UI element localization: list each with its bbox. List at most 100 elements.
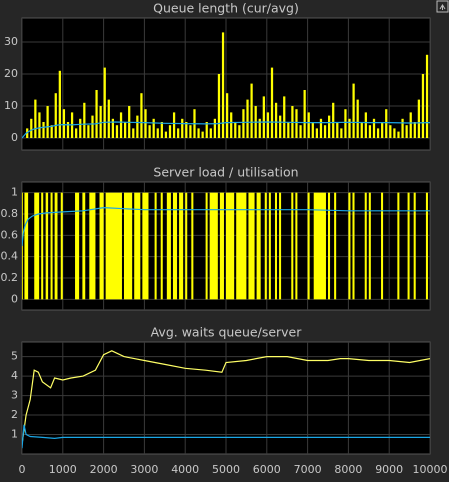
y-tick-label: 1 [11, 428, 18, 441]
load-segment [41, 192, 44, 300]
bar [111, 118, 115, 138]
load-segment [413, 192, 416, 300]
load-segment [45, 192, 49, 300]
load-segment [50, 192, 53, 300]
y-tick-label: 1 [11, 186, 18, 199]
plot-content [22, 342, 430, 454]
bar [381, 122, 384, 138]
load-segment [256, 192, 261, 300]
series-line [22, 424, 430, 449]
load-segment [185, 192, 188, 300]
bar [172, 112, 176, 138]
x-tick-label: 5000 [212, 463, 240, 476]
series-line [22, 206, 430, 247]
undock-arrow [439, 4, 446, 10]
x-tick-label: 4000 [171, 463, 199, 476]
bar [168, 125, 172, 138]
bar [319, 118, 323, 138]
y-tick-label: 0.8 [1, 207, 19, 220]
bar [279, 115, 282, 138]
bar [295, 109, 298, 138]
bar [50, 125, 53, 138]
load-segment [313, 192, 326, 300]
load-segment [205, 192, 208, 300]
bar [79, 118, 82, 138]
bar [258, 118, 261, 138]
load-segment [425, 192, 428, 300]
y-tick-label: 5 [11, 350, 18, 363]
bar [148, 125, 151, 138]
bar [409, 112, 412, 138]
series-line [22, 350, 430, 445]
bar [364, 112, 367, 138]
load-segment [54, 192, 58, 300]
load-segment [24, 192, 29, 300]
x-tick-label: 6000 [253, 463, 281, 476]
bar [328, 115, 331, 138]
load-segment [307, 192, 310, 300]
bar [270, 67, 274, 138]
bar [425, 54, 429, 138]
bar [250, 83, 253, 138]
bar [238, 125, 241, 138]
x-tick-label: 1000 [49, 463, 77, 476]
bar [323, 125, 327, 138]
bar [213, 118, 217, 138]
load-segment [268, 192, 271, 300]
y-tick-label: 10 [4, 99, 18, 112]
series-line [22, 121, 430, 139]
bar [262, 96, 265, 138]
bar [42, 122, 45, 138]
bar [234, 122, 237, 138]
bar [307, 112, 310, 138]
bar [103, 67, 106, 138]
y-tick-label: 3 [11, 389, 18, 402]
load-segment [60, 192, 63, 300]
bar [205, 122, 208, 138]
undock-icon[interactable] [436, 0, 449, 13]
x-tick-label: 2000 [90, 463, 118, 476]
x-tick-label: 0 [19, 463, 26, 476]
bar [152, 118, 155, 138]
load-segment [279, 192, 282, 300]
bar [91, 115, 94, 138]
bar [160, 122, 163, 138]
bar [221, 32, 225, 138]
load-segment [274, 192, 277, 300]
bar [230, 112, 233, 138]
bar [58, 70, 61, 138]
bar [389, 125, 392, 138]
bar [115, 125, 119, 138]
bar [189, 125, 192, 138]
bar [315, 128, 319, 138]
load-segment [166, 192, 171, 300]
load-segment [328, 192, 331, 300]
bar [209, 128, 212, 138]
bar [181, 118, 184, 138]
bar [62, 109, 66, 138]
bar [401, 118, 404, 138]
load-segment [364, 192, 367, 300]
bar [385, 109, 388, 138]
load-segment [124, 192, 133, 300]
load-segment [160, 192, 163, 300]
y-tick-label: 20 [4, 67, 18, 80]
load-segment [381, 192, 384, 300]
load-segment [34, 192, 40, 300]
bar [177, 128, 180, 138]
load-segment [134, 192, 141, 300]
bar [283, 96, 286, 138]
bar [197, 128, 200, 138]
bar [266, 112, 270, 138]
bar [336, 122, 339, 138]
load-segment [82, 192, 86, 300]
load-segment [352, 192, 355, 300]
bar [405, 125, 408, 138]
bar [348, 118, 351, 138]
bar [311, 122, 314, 138]
bar [140, 93, 143, 138]
load-segment [99, 192, 104, 300]
bar [185, 122, 188, 138]
